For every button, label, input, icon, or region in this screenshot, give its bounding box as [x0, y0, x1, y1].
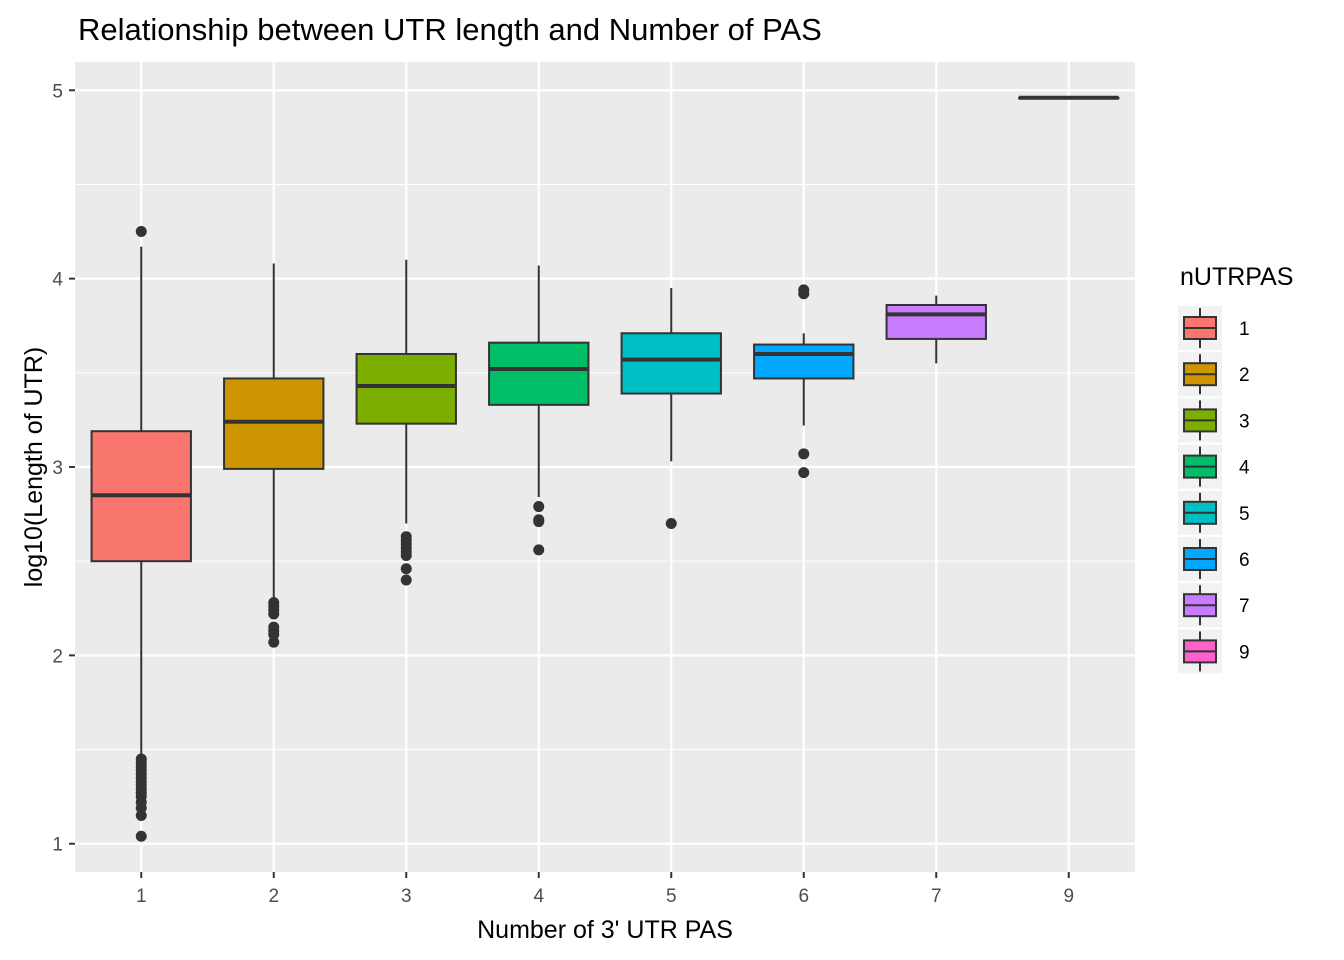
- outlier-point: [665, 518, 677, 530]
- legend-item-5: 5: [1178, 490, 1250, 535]
- y-tick-label: 2: [52, 646, 63, 667]
- outlier-point: [135, 809, 147, 821]
- box-group-7: [885, 295, 987, 364]
- x-tick-label: 5: [666, 886, 677, 907]
- boxes: [90, 95, 1120, 842]
- legend: nUTRPAS 1 2 3 4 5 6 7 9: [1178, 263, 1293, 674]
- outlier-point: [268, 629, 280, 641]
- y-tick-label: 3: [52, 458, 63, 479]
- outlier-point: [400, 563, 412, 575]
- outlier-point: [135, 226, 147, 238]
- legend-label: 9: [1239, 642, 1250, 663]
- x-tick-label: 3: [401, 886, 412, 907]
- box-iqr: [753, 343, 855, 380]
- legend-label: 3: [1239, 411, 1250, 432]
- legend-item-2: 2: [1178, 352, 1250, 397]
- legend-label: 1: [1239, 319, 1250, 340]
- outlier-point: [533, 544, 545, 556]
- x-tick-label: 2: [268, 886, 279, 907]
- legend-label: 4: [1239, 458, 1250, 479]
- legend-item-3: 3: [1178, 398, 1250, 443]
- legend-item-4: 4: [1178, 444, 1250, 489]
- outlier-point: [268, 636, 280, 648]
- outlier-point: [268, 608, 280, 620]
- y-tick-label: 4: [52, 270, 63, 291]
- y-axis-title: log10(Length of UTR): [20, 347, 48, 587]
- box-group-4: [488, 265, 590, 556]
- box-iqr: [488, 341, 590, 406]
- outlier-point: [400, 550, 412, 562]
- legend-item-9: 9: [1178, 629, 1250, 674]
- box-iqr: [885, 304, 987, 340]
- legend-item-7: 7: [1178, 583, 1250, 628]
- x-tick-label: 1: [136, 886, 147, 907]
- legend-label: 2: [1239, 365, 1250, 386]
- box-group-3: [355, 259, 457, 586]
- legend-label: 6: [1239, 550, 1250, 571]
- chart-title: Relationship between UTR length and Numb…: [78, 12, 822, 47]
- legend-label: 7: [1239, 596, 1250, 617]
- legend-label: 5: [1239, 504, 1250, 525]
- box-group-2: [223, 263, 325, 648]
- outlier-point: [135, 802, 147, 814]
- outlier-point: [533, 516, 545, 528]
- outlier-point: [798, 467, 810, 479]
- x-tick-label: 7: [931, 886, 942, 907]
- x-tick-label: 9: [1063, 886, 1074, 907]
- outlier-point: [533, 501, 545, 513]
- legend-items: 1 2 3 4 5 6 7 9: [1178, 306, 1250, 674]
- box-iqr: [355, 352, 457, 425]
- x-tick-label: 6: [798, 886, 809, 907]
- legend-item-1: 1: [1178, 306, 1250, 350]
- x-axis-title: Number of 3' UTR PAS: [477, 916, 733, 944]
- outlier-point: [400, 574, 412, 586]
- y-tick-label: 5: [52, 81, 63, 102]
- outlier-point: [798, 448, 810, 460]
- box-group-9: [1018, 95, 1120, 100]
- box-group-1: [90, 226, 192, 842]
- outlier-point: [135, 830, 147, 842]
- x-tick-label: 4: [533, 886, 544, 907]
- box-group-5: [620, 288, 722, 530]
- box-iqr: [620, 332, 722, 395]
- axes: 1 2 3 4 5 1 2 3 4 5 6 7 9: [52, 81, 1074, 907]
- legend-title: nUTRPAS: [1180, 263, 1293, 291]
- legend-item-6: 6: [1178, 537, 1250, 581]
- box-group-6: [753, 284, 855, 479]
- outlier-point: [798, 288, 810, 300]
- y-tick-label: 1: [52, 835, 63, 856]
